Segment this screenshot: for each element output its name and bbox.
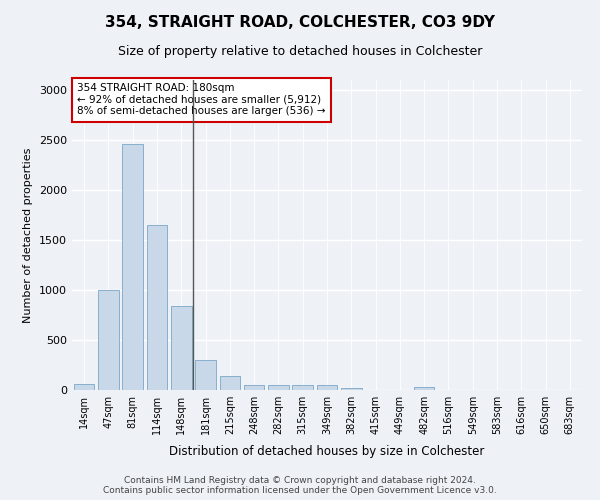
- Bar: [414, 387, 434, 390]
- Bar: [195, 360, 216, 390]
- Text: Contains HM Land Registry data © Crown copyright and database right 2024.
Contai: Contains HM Land Registry data © Crown c…: [103, 476, 497, 495]
- Text: 354 STRAIGHT ROAD: 180sqm
← 92% of detached houses are smaller (5,912)
8% of sem: 354 STRAIGHT ROAD: 180sqm ← 92% of detac…: [77, 83, 326, 116]
- Bar: [98, 290, 119, 390]
- Bar: [171, 306, 191, 390]
- Text: Size of property relative to detached houses in Colchester: Size of property relative to detached ho…: [118, 45, 482, 58]
- Bar: [220, 376, 240, 390]
- Bar: [268, 385, 289, 390]
- Bar: [146, 225, 167, 390]
- Bar: [292, 385, 313, 390]
- Text: 354, STRAIGHT ROAD, COLCHESTER, CO3 9DY: 354, STRAIGHT ROAD, COLCHESTER, CO3 9DY: [105, 15, 495, 30]
- X-axis label: Distribution of detached houses by size in Colchester: Distribution of detached houses by size …: [169, 446, 485, 458]
- Bar: [244, 384, 265, 390]
- Bar: [122, 144, 143, 390]
- Bar: [317, 385, 337, 390]
- Bar: [341, 388, 362, 390]
- Bar: [74, 384, 94, 390]
- Y-axis label: Number of detached properties: Number of detached properties: [23, 148, 34, 322]
